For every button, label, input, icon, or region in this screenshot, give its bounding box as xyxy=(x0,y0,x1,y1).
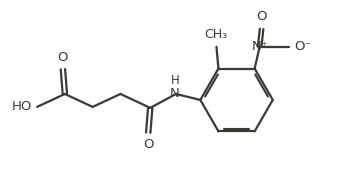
Text: H: H xyxy=(171,74,180,87)
Text: O: O xyxy=(256,10,267,23)
Text: HO: HO xyxy=(12,100,32,113)
Text: CH₃: CH₃ xyxy=(204,28,227,41)
Text: N: N xyxy=(170,87,180,100)
Text: N⁺: N⁺ xyxy=(251,40,268,53)
Text: O⁻: O⁻ xyxy=(295,40,312,53)
Text: O: O xyxy=(57,51,68,64)
Text: O: O xyxy=(143,138,154,151)
